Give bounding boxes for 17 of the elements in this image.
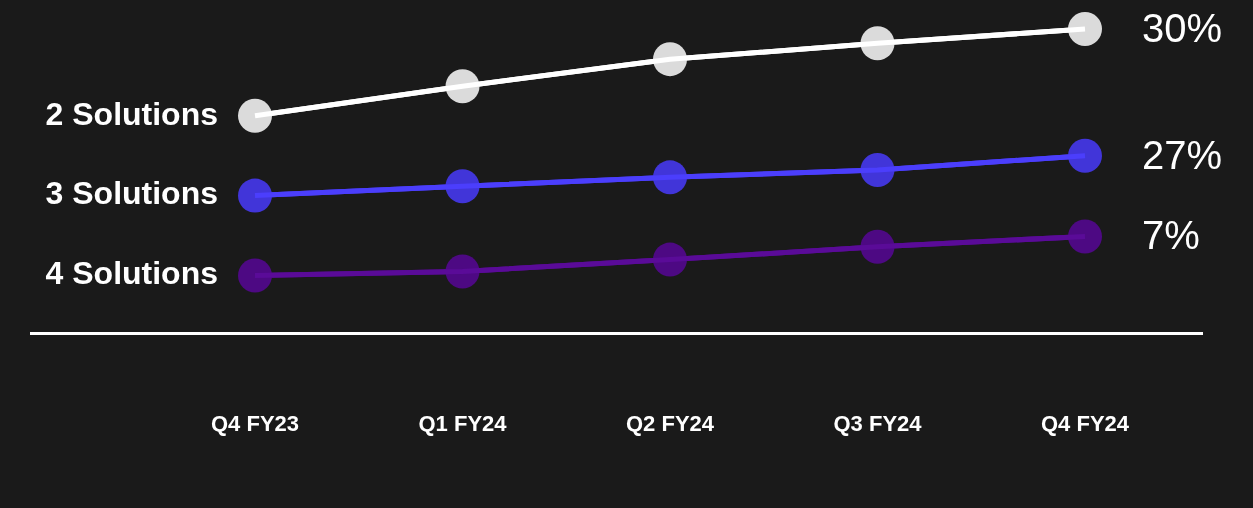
x-tick-label: Q4 FY24: [1040, 410, 1130, 436]
point: [238, 258, 272, 293]
annotation: 27%: [1142, 132, 1223, 177]
point: [1068, 219, 1102, 254]
point: [1068, 12, 1102, 46]
annotation: 7%: [1142, 213, 1200, 258]
annotation: 30%: [1142, 6, 1223, 51]
point: [1068, 138, 1102, 173]
series-label: 3 Solutions: [45, 175, 218, 212]
x-tick-label: Q3 FY24: [833, 410, 923, 436]
x-tick-label: Q2 FY24: [625, 410, 715, 436]
point: [238, 98, 272, 133]
series-label: 2 Solutions: [45, 95, 218, 132]
x-tick-label: Q1 FY24: [418, 410, 508, 436]
point: [238, 178, 272, 213]
series-label: 4 Solutions: [45, 255, 218, 292]
x-tick-label: Q4 FY23: [210, 410, 300, 436]
